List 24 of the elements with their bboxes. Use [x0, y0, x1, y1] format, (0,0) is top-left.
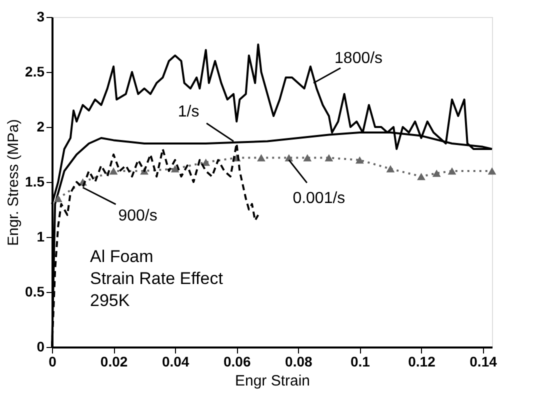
y-tick-label: 2 — [36, 118, 45, 134]
y-axis-title: Engr. Stress (MPa) — [5, 119, 22, 246]
x-tick-label: 0.12 — [408, 354, 436, 370]
x-tick-label: 0.08 — [285, 354, 312, 370]
x-tick-label: 0.14 — [470, 354, 498, 370]
x-axis-title: Engr Strain — [234, 372, 310, 390]
y-tick-label: 0.5 — [25, 284, 45, 300]
x-tick-label: 0 — [48, 354, 57, 370]
y-tick-label: 2.5 — [25, 64, 45, 80]
annotation: 295K — [90, 291, 130, 310]
annotation: 900/s — [118, 208, 158, 224]
annotation: Al Foam — [90, 247, 154, 266]
y-tick-label: 1 — [36, 228, 45, 244]
annotation: 1800/s — [334, 50, 383, 67]
annotation: Strain Rate Effect — [90, 269, 224, 288]
y-tick-label: 3 — [36, 8, 45, 24]
x-tick-label: 0.1 — [350, 354, 370, 370]
annotation: 1/s — [178, 103, 200, 120]
x-tick-label: 0.04 — [162, 354, 190, 370]
x-tick-label: 0.06 — [223, 354, 251, 370]
y-tick-label: 1.5 — [25, 174, 45, 190]
y-tick-label: 0 — [36, 338, 45, 354]
x-tick-label: 0.02 — [100, 354, 128, 370]
annotation: 0.001/s — [292, 190, 346, 207]
